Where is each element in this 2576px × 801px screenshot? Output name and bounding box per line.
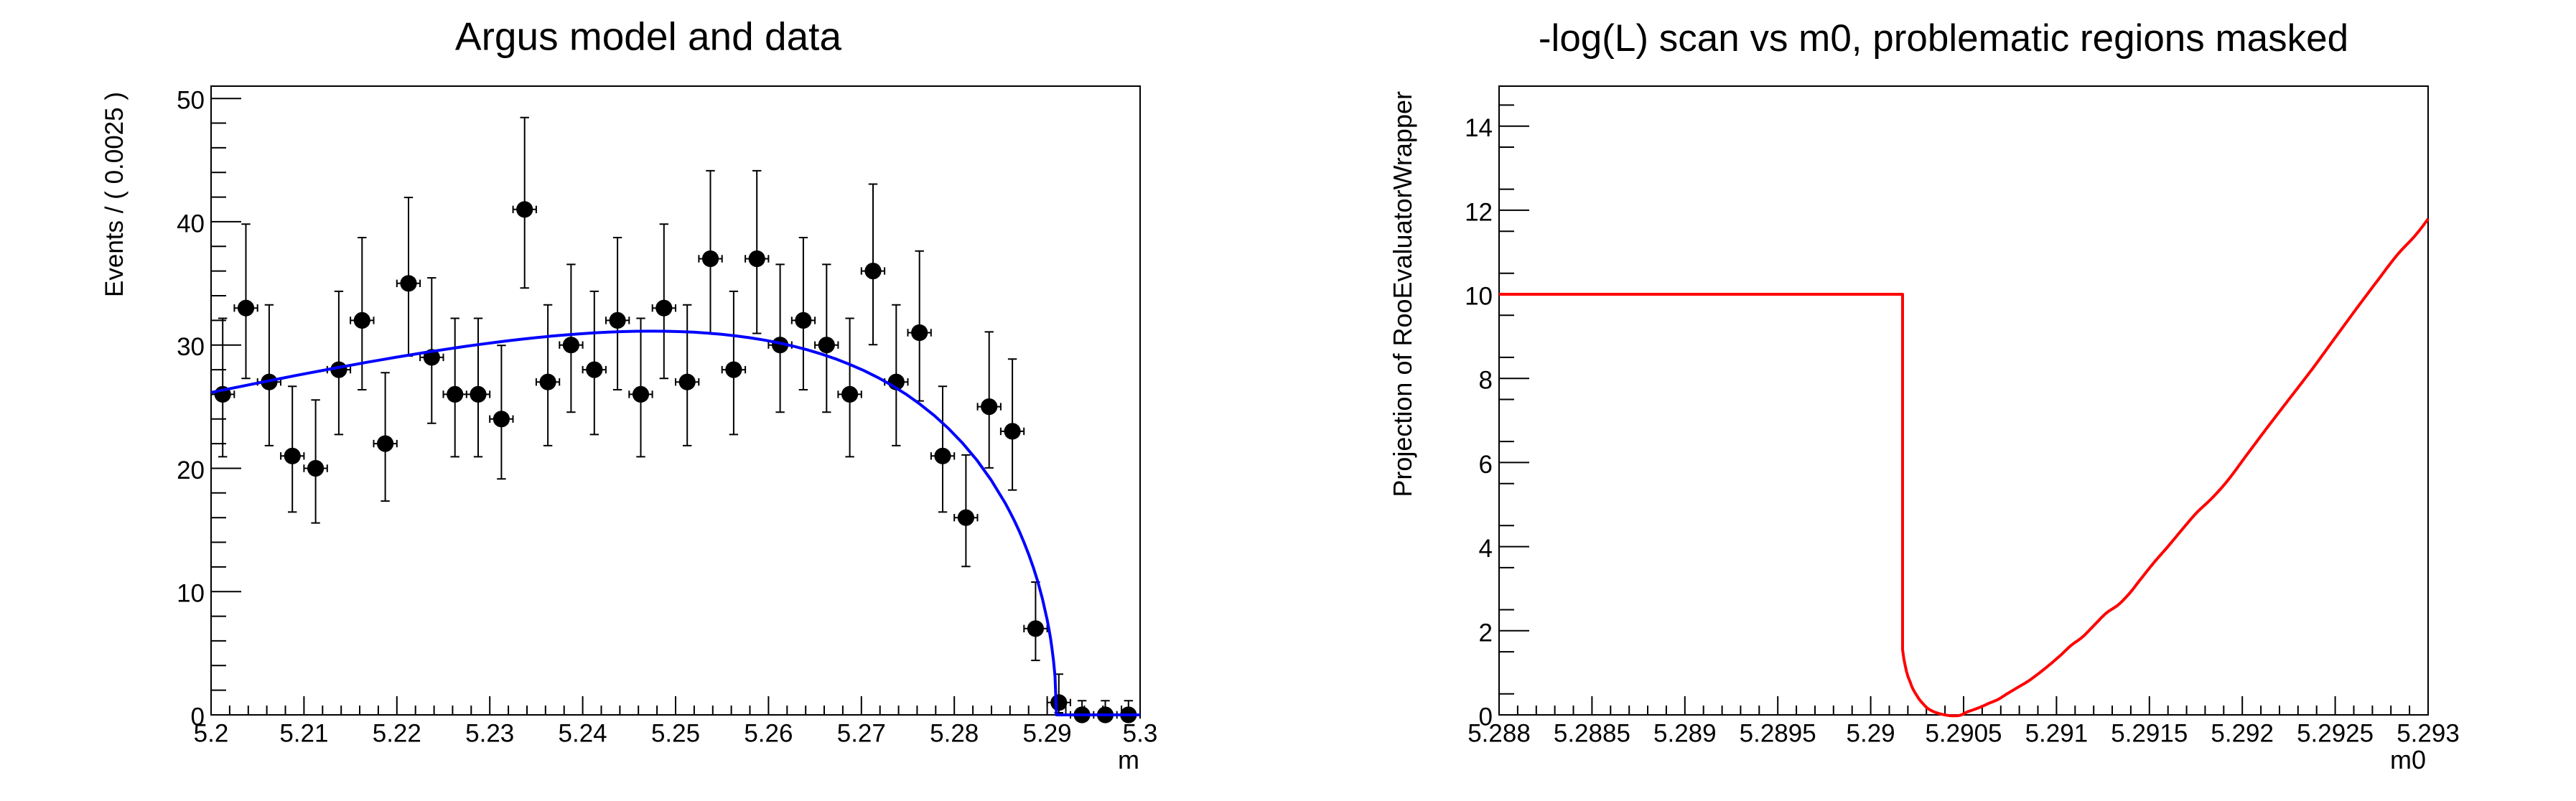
svg-text:5.25: 5.25 — [651, 720, 700, 748]
svg-text:5.21: 5.21 — [279, 720, 328, 748]
svg-text:5.2925: 5.2925 — [2297, 720, 2374, 748]
svg-text:14: 14 — [1465, 114, 1493, 142]
svg-text:5.292: 5.292 — [2211, 720, 2274, 748]
svg-text:5.24: 5.24 — [559, 720, 607, 748]
svg-text:5.28: 5.28 — [930, 720, 979, 748]
svg-text:5.2885: 5.2885 — [1554, 720, 1630, 748]
svg-text:50: 50 — [177, 87, 205, 115]
svg-text:8: 8 — [1479, 367, 1493, 395]
svg-text:5.293: 5.293 — [2397, 720, 2460, 748]
svg-text:10: 10 — [177, 580, 205, 608]
svg-text:5.2895: 5.2895 — [1740, 720, 1816, 748]
svg-text:Projection of RooEvaluatorWrap: Projection of RooEvaluatorWrapper — [1388, 91, 1417, 497]
svg-text:5.2: 5.2 — [194, 720, 229, 748]
svg-text:2: 2 — [1479, 619, 1493, 647]
svg-text:4: 4 — [1479, 535, 1493, 563]
svg-text:5.2915: 5.2915 — [2111, 720, 2188, 748]
svg-text:5.3: 5.3 — [1123, 720, 1158, 748]
svg-text:m0: m0 — [2390, 745, 2426, 774]
svg-text:12: 12 — [1465, 198, 1493, 226]
svg-text:Events / ( 0.0025 ): Events / ( 0.0025 ) — [101, 92, 129, 297]
svg-text:20: 20 — [177, 456, 205, 484]
svg-text:6: 6 — [1479, 451, 1493, 479]
svg-text:m: m — [1118, 745, 1139, 774]
svg-text:5.26: 5.26 — [744, 720, 793, 748]
svg-text:0: 0 — [1479, 703, 1493, 731]
svg-text:5.291: 5.291 — [2025, 720, 2089, 748]
svg-text:5.288: 5.288 — [1467, 720, 1531, 748]
svg-text:40: 40 — [177, 210, 205, 238]
svg-text:5.289: 5.289 — [1653, 720, 1717, 748]
svg-text:5.23: 5.23 — [465, 720, 514, 748]
svg-text:10: 10 — [1465, 283, 1493, 311]
svg-text:30: 30 — [177, 333, 205, 361]
svg-text:5.2905: 5.2905 — [1925, 720, 2002, 748]
svg-text:5.27: 5.27 — [837, 720, 886, 748]
svg-text:5.22: 5.22 — [373, 720, 421, 748]
svg-text:5.29: 5.29 — [1023, 720, 1072, 748]
svg-text:-log(L) scan vs m0, problemati: -log(L) scan vs m0, problematic regions … — [1539, 17, 2348, 60]
svg-text:0: 0 — [191, 703, 205, 731]
svg-text:5.29: 5.29 — [1847, 720, 1895, 748]
svg-text:Argus model and data: Argus model and data — [455, 14, 842, 59]
